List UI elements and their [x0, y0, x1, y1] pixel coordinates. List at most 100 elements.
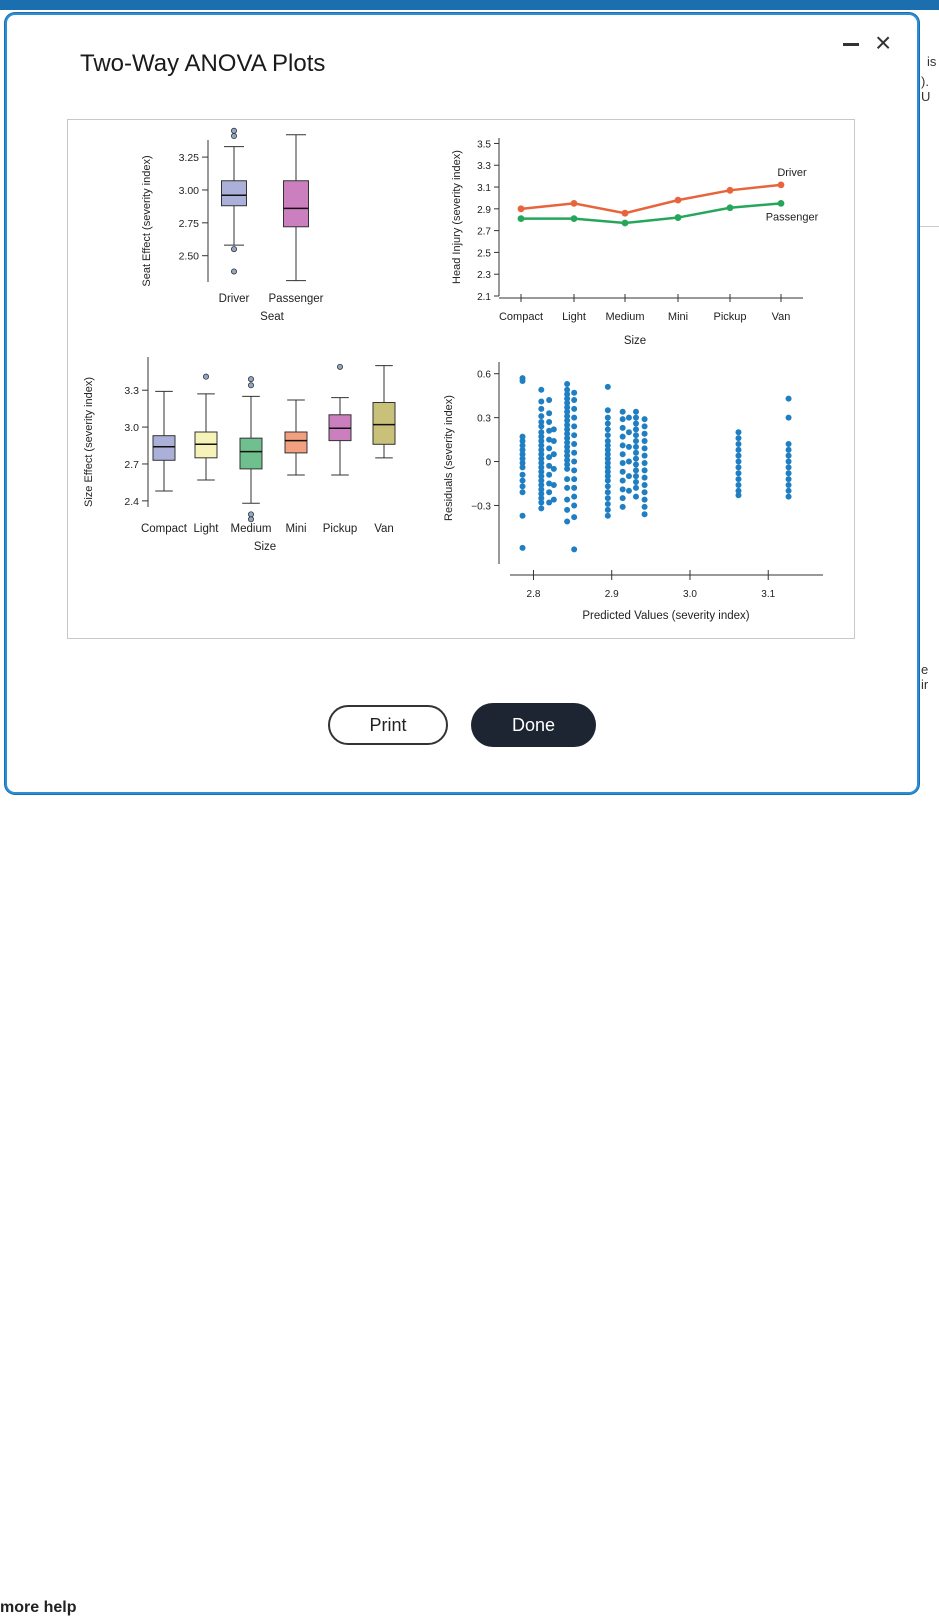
residual-point	[641, 511, 648, 518]
residual-point	[735, 452, 742, 459]
residual-point	[619, 433, 626, 440]
residual-point	[546, 454, 553, 461]
anova-figure: 2.50 2.75 3.00 3.25 Seat Effect (severity in…	[67, 119, 855, 639]
residual-point	[625, 473, 632, 480]
category-label: Medium	[231, 523, 272, 535]
residual-point	[641, 503, 648, 510]
residual-point	[564, 421, 571, 428]
residual-point	[538, 423, 545, 430]
residual-point	[564, 430, 571, 437]
residual-point	[632, 455, 639, 462]
y-tick-label: 3.25	[179, 152, 200, 164]
done-button[interactable]: Done	[471, 703, 596, 747]
category-label: Passenger	[269, 293, 324, 305]
residual-point	[571, 502, 578, 509]
residual-point	[641, 416, 648, 423]
residual-point	[735, 446, 742, 453]
more-help-link[interactable]: more help	[0, 1599, 77, 1616]
residual-point	[604, 432, 611, 439]
residual-point	[564, 461, 571, 468]
residual-point	[785, 476, 792, 483]
residual-point	[538, 464, 545, 471]
outlier-point	[336, 363, 343, 370]
box-mini	[284, 431, 308, 454]
residual-point	[538, 442, 545, 449]
residual-point	[632, 432, 639, 439]
residual-point	[546, 489, 553, 496]
residual-point	[604, 446, 611, 453]
residual-point	[564, 452, 571, 459]
residual-point	[519, 451, 526, 458]
minimize-icon[interactable]	[843, 43, 859, 46]
residual-point	[571, 493, 578, 500]
residual-point	[519, 460, 526, 466]
residual-point	[604, 512, 611, 519]
residual-point	[641, 496, 648, 503]
residual-point	[785, 452, 792, 459]
y-tick-label: 2.1	[477, 292, 491, 303]
y-axis-label: Size Effect (severity index)	[83, 377, 95, 507]
residual-point	[604, 473, 611, 480]
residual-point	[546, 480, 553, 487]
y-tick-label: 0.3	[477, 414, 491, 425]
residual-point	[735, 440, 742, 447]
residual-point	[785, 470, 792, 477]
top-bar	[0, 0, 939, 10]
y-tick-label: 3.3	[124, 385, 139, 397]
residual-point	[564, 484, 571, 491]
residual-point	[564, 457, 571, 464]
y-tick-label: 2.7	[477, 227, 491, 238]
residual-point	[564, 465, 571, 472]
residual-point	[564, 380, 571, 387]
residual-point	[619, 460, 626, 466]
residual-point	[538, 398, 545, 405]
residual-point	[550, 496, 557, 503]
y-tick-label: 3.3	[477, 161, 491, 172]
residual-point	[550, 451, 557, 458]
residual-point	[632, 420, 639, 427]
residual-point	[546, 445, 553, 452]
residual-point	[538, 455, 545, 462]
residual-point	[632, 408, 639, 415]
residual-point	[538, 413, 545, 420]
residual-point	[519, 477, 526, 484]
residual-point	[571, 389, 578, 396]
close-icon[interactable]: ×	[875, 27, 892, 58]
y-axis-label: Seat Effect (severity index)	[141, 155, 153, 286]
residual-point	[538, 499, 545, 506]
residual-point	[604, 489, 611, 496]
residual-point	[641, 438, 648, 445]
series-point	[777, 199, 785, 207]
y-tick-label: 2.7	[124, 459, 139, 471]
residual-point	[641, 423, 648, 430]
residual-point	[619, 408, 626, 415]
anova-plots-dialog: Two-Way ANOVA Plots × 2.50 2.75 3.00 3.25 Se…	[5, 13, 919, 794]
residual-point	[735, 458, 742, 465]
print-button[interactable]: Print	[328, 705, 448, 745]
residual-point	[641, 489, 648, 496]
residual-point	[735, 476, 742, 483]
residual-point	[538, 490, 545, 497]
residual-point	[604, 407, 611, 414]
category-label: Mini	[285, 523, 306, 535]
residual-point	[519, 438, 526, 445]
residual-point	[564, 443, 571, 450]
residual-point	[550, 426, 557, 433]
residual-point	[604, 383, 611, 390]
x-axis-label: Size	[254, 541, 276, 553]
box-passenger	[283, 180, 309, 228]
residual-point	[564, 476, 571, 483]
residual-point	[519, 433, 526, 440]
category-label: Van	[772, 311, 791, 323]
outlier-point	[230, 246, 237, 253]
series-point	[517, 215, 525, 223]
outlier-point	[247, 376, 254, 383]
residual-point	[564, 413, 571, 420]
outlier-point	[230, 127, 237, 134]
category-label: Mini	[668, 311, 688, 323]
residual-point	[571, 432, 578, 439]
residual-point	[564, 417, 571, 424]
y-tick-label: 3.5	[477, 139, 491, 150]
background-text-fragment: is	[927, 54, 937, 69]
